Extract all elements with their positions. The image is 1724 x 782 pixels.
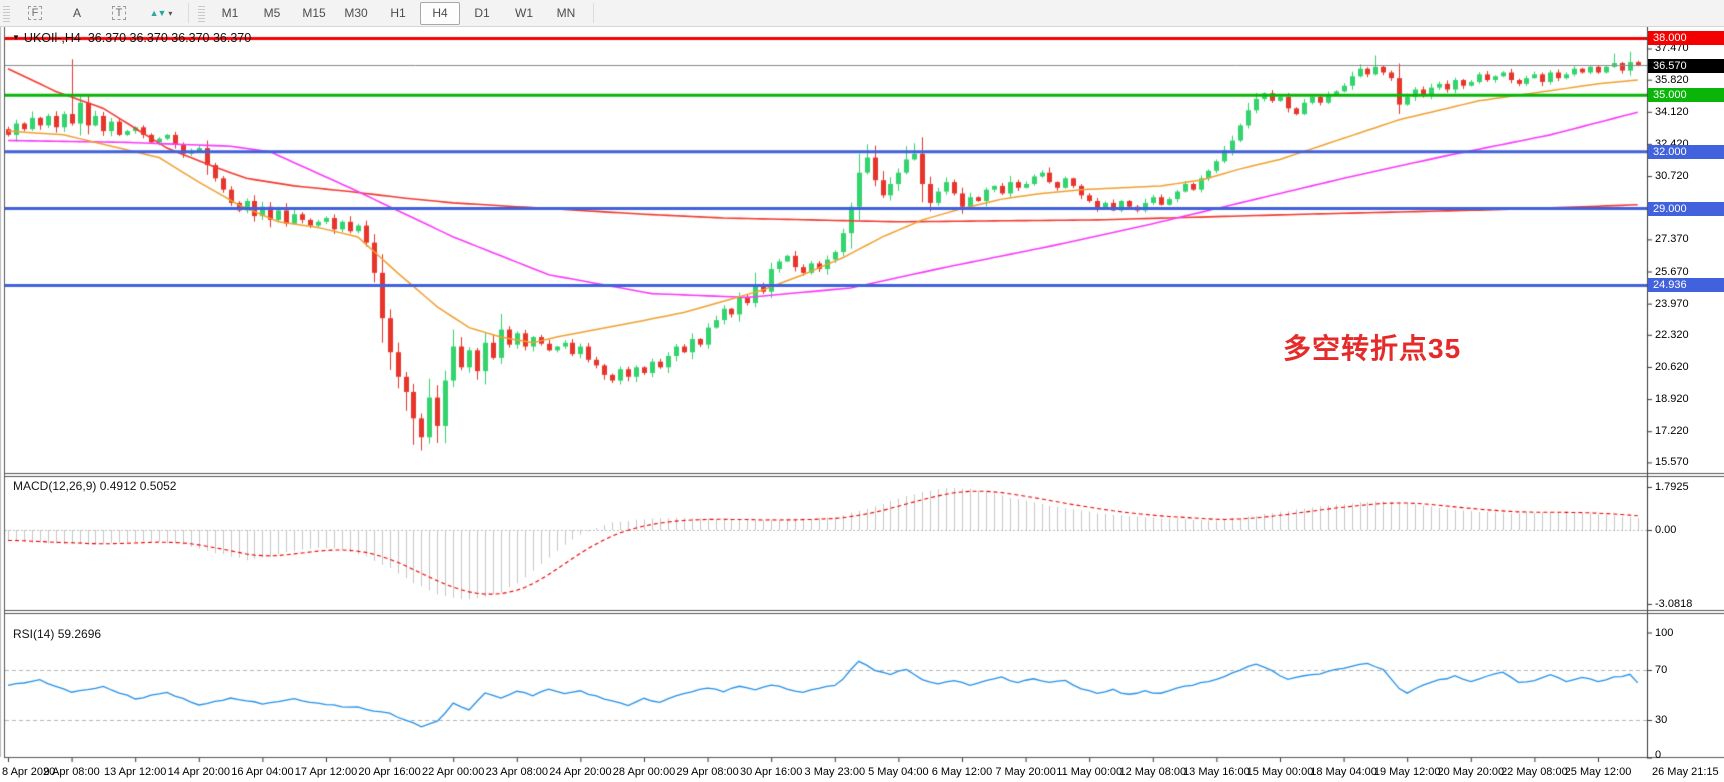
time-axis-label: 13 May 16:00: [1183, 766, 1250, 778]
time-axis-label: 16 Apr 04:00: [231, 766, 294, 778]
symbol-dropdown-marker[interactable]: ▼: [12, 33, 20, 42]
price-axis-tick-label: 23.970: [1655, 297, 1689, 310]
frame-f-tool-button[interactable]: F: [15, 2, 55, 25]
time-axis-label: 29 Apr 08:00: [676, 766, 739, 778]
timeframe-h4-button[interactable]: H4: [420, 1, 460, 25]
time-axis-label: 20 May 20:00: [1437, 766, 1505, 778]
timeframe-h1-button[interactable]: H1: [390, 6, 406, 20]
current-price-badge: 36.570: [1648, 59, 1724, 73]
time-axis-label: 13 Apr 12:00: [103, 766, 167, 778]
timeframe-m15-button[interactable]: M15: [302, 6, 326, 20]
time-axis-label: 6 May 12:00: [931, 766, 993, 778]
macd-name: MACD(12,26,9): [13, 479, 97, 493]
timeframe-w1-button[interactable]: W1: [515, 6, 533, 20]
time-axis-label: 26 May 21:15: [1652, 766, 1719, 778]
chart-title-symbol: UKOIl-,H4: [23, 31, 81, 45]
price-level-badge: 32.000: [1648, 145, 1724, 159]
arrow-label-tool-button[interactable]: A: [72, 6, 81, 20]
macd-axis-tick-label: 1.7925: [1655, 480, 1689, 493]
price-axis-tick-label: 30.720: [1655, 170, 1689, 183]
rsi-name: RSI(14): [13, 627, 55, 641]
timeframe-m5-button[interactable]: M5: [263, 6, 281, 20]
price-axis-tick-label: 25.670: [1655, 265, 1689, 278]
time-axis-label: 23 Apr 08:00: [485, 766, 548, 778]
time-axis-label: 12 May 08:00: [1119, 766, 1187, 778]
time-axis-label: 14 Apr 20:00: [167, 766, 230, 778]
time-axis-label: 5 May 04:00: [868, 766, 929, 778]
timeframe-d1-button[interactable]: D1: [474, 6, 490, 20]
time-axis-label: 18 May 04:00: [1310, 766, 1377, 778]
toolbar-grip-timeframes[interactable]: [198, 4, 205, 22]
chart-title-quotes: 36.370 36.370 36.370 36.370: [87, 31, 252, 45]
macd-indicator-label: MACD(12,26,9) 0.4912 0.5052: [13, 479, 176, 493]
arrow-objects-dropdown-button[interactable]: ▲▼ ▾: [149, 8, 173, 18]
price-axis-tick-label: 15.570: [1655, 456, 1689, 469]
toolbar-separator-2: [593, 3, 594, 23]
time-axis-label: 25 May 12:00: [1564, 766, 1632, 778]
price-axis-tick-label: 18.920: [1655, 393, 1689, 406]
price-axis-tick-label: 37.470: [1655, 42, 1689, 55]
macd-values: 0.4912 0.5052: [99, 479, 177, 493]
rsi-axis-tick-label: 100: [1655, 626, 1674, 639]
rsi-axis-tick-label: 70: [1655, 664, 1668, 676]
rsi-axis-tick-label: 0: [1655, 749, 1662, 761]
chart-title: ▼ UKOIl-,H4 36.370 36.370 36.370 36.370: [12, 31, 251, 45]
price-axis-tick-label: 35.820: [1655, 73, 1689, 86]
time-axis-label: 8 Apr 2020: [2, 766, 56, 778]
price-axis-tick-label: 34.120: [1655, 105, 1689, 118]
chart-text-annotation[interactable]: 多空转折点35: [1283, 333, 1462, 364]
price-axis-tick-label: 20.620: [1655, 360, 1689, 373]
time-axis-label: 15 May 00:00: [1246, 766, 1314, 778]
rsi-axis-tick-label: 30: [1655, 714, 1668, 726]
price-level-badge: 24.936: [1648, 278, 1724, 292]
macd-axis-tick-label: 0.00: [1655, 524, 1677, 536]
time-axis-label: 22 May 08:00: [1501, 766, 1568, 778]
time-axis-label: 9 Apr 08:00: [43, 766, 100, 778]
toolbar-separator: [188, 3, 189, 23]
time-axis-label: 7 May 20:00: [995, 766, 1056, 778]
time-axis-label: 17 Apr 12:00: [294, 766, 358, 778]
chart-window: ▼ UKOIl-,H4 36.370 36.370 36.370 36.370 M…: [0, 27, 1724, 782]
timeframe-mn-button[interactable]: MN: [556, 6, 576, 20]
time-axis-label: 30 Apr 16:00: [739, 766, 803, 778]
object-tools-group: F A T ▲▼ ▾: [14, 2, 182, 25]
toolbar-grip[interactable]: [3, 4, 10, 22]
time-axis-label: 22 Apr 00:00: [421, 766, 485, 778]
price-axis-tick-label: 17.220: [1655, 425, 1689, 438]
price-level-badge: 35.000: [1648, 88, 1724, 102]
price-level-badge: 38.000: [1648, 31, 1724, 45]
time-axis-label: 28 Apr 00:00: [612, 766, 676, 778]
text-tool-button[interactable]: T: [99, 2, 139, 25]
chart-canvas[interactable]: [0, 27, 1724, 782]
time-axis-label: 19 May 12:00: [1373, 766, 1441, 778]
toolbar: F A T ▲▼ ▾ M1 M5 M15 M30 H1 H4 D1 W1 MN: [0, 0, 1724, 27]
time-axis-label: 20 Apr 16:00: [358, 766, 421, 778]
time-axis-label: 24 Apr 20:00: [549, 766, 612, 778]
time-axis-label: 11 May 00:00: [1056, 766, 1123, 778]
rsi-indicator-label: RSI(14) 59.2696: [13, 627, 101, 641]
rsi-value: 59.2696: [57, 627, 102, 641]
timeframe-m30-button[interactable]: M30: [344, 6, 368, 20]
macd-axis-tick-label: -3.0818: [1655, 597, 1693, 610]
price-axis-tick-label: 22.320: [1655, 328, 1689, 341]
timeframes-group: M1 M5 M15 M30 H1 H4 D1 W1 MN: [209, 1, 587, 25]
price-axis-tick-label: 27.370: [1655, 233, 1689, 246]
price-level-badge: 29.000: [1648, 202, 1724, 216]
time-axis-label: 3 May 23:00: [804, 766, 866, 778]
timeframe-m1-button[interactable]: M1: [221, 6, 239, 20]
